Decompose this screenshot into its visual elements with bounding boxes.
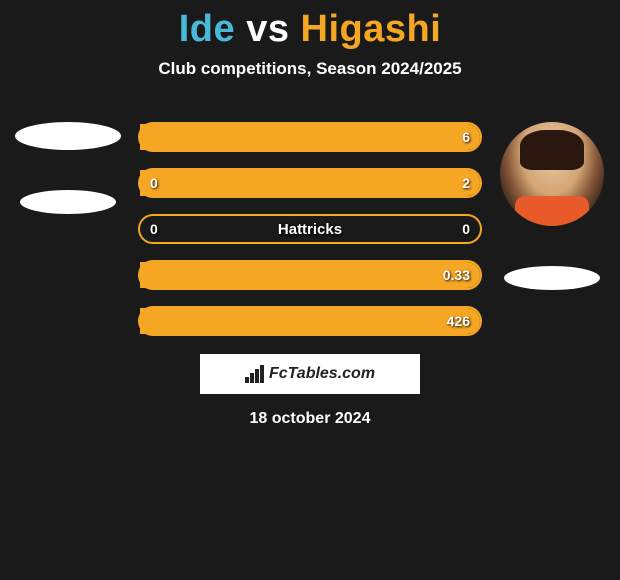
- stat-row: 0 Hattricks 0: [138, 214, 482, 244]
- right-avatar-spacer: [492, 226, 612, 266]
- stat-fill-right: [140, 170, 480, 196]
- subtitle: Club competitions, Season 2024/2025: [0, 59, 620, 79]
- stat-fill-right: [140, 124, 480, 150]
- stat-row: Matches6: [138, 122, 482, 152]
- player2-name: Higashi: [301, 8, 442, 50]
- left-avatar-spacer: [8, 150, 128, 190]
- player1-club-placeholder: [20, 190, 116, 214]
- stat-value-right: 0: [462, 221, 470, 237]
- stats-container: Matches60Goals20Hattricks0Goals per matc…: [138, 122, 482, 352]
- stat-value-right: 0.33: [443, 267, 470, 283]
- date-text: 18 october 2024: [0, 410, 620, 428]
- stat-fill-right: [140, 308, 480, 334]
- left-player-avatars: [8, 122, 128, 214]
- player1-avatar-placeholder: [15, 122, 121, 150]
- stat-value-right: 426: [447, 313, 470, 329]
- player2-avatar-photo: [500, 122, 604, 226]
- player1-name: Ide: [179, 8, 235, 50]
- stat-fill-right: [140, 262, 480, 288]
- chart-icon: [245, 365, 265, 383]
- branding-text: FcTables.com: [269, 365, 375, 383]
- vs-text: vs: [246, 8, 289, 50]
- stat-value-right: 2: [462, 175, 470, 191]
- branding-inner: FcTables.com: [202, 356, 418, 392]
- stat-row: Goals per match0.33: [138, 260, 482, 290]
- stat-label: Hattricks: [278, 221, 342, 238]
- branding-box[interactable]: FcTables.com: [200, 354, 420, 394]
- player2-club-placeholder: [504, 266, 600, 290]
- comparison-title: Ide vs Higashi: [0, 0, 620, 51]
- stat-value-left: 0: [150, 221, 158, 237]
- stat-row: Min per goal426: [138, 306, 482, 336]
- right-player-avatars: [492, 122, 612, 290]
- stat-value-left: 0: [150, 175, 158, 191]
- stat-row: 0Goals2: [138, 168, 482, 198]
- stat-value-right: 6: [462, 129, 470, 145]
